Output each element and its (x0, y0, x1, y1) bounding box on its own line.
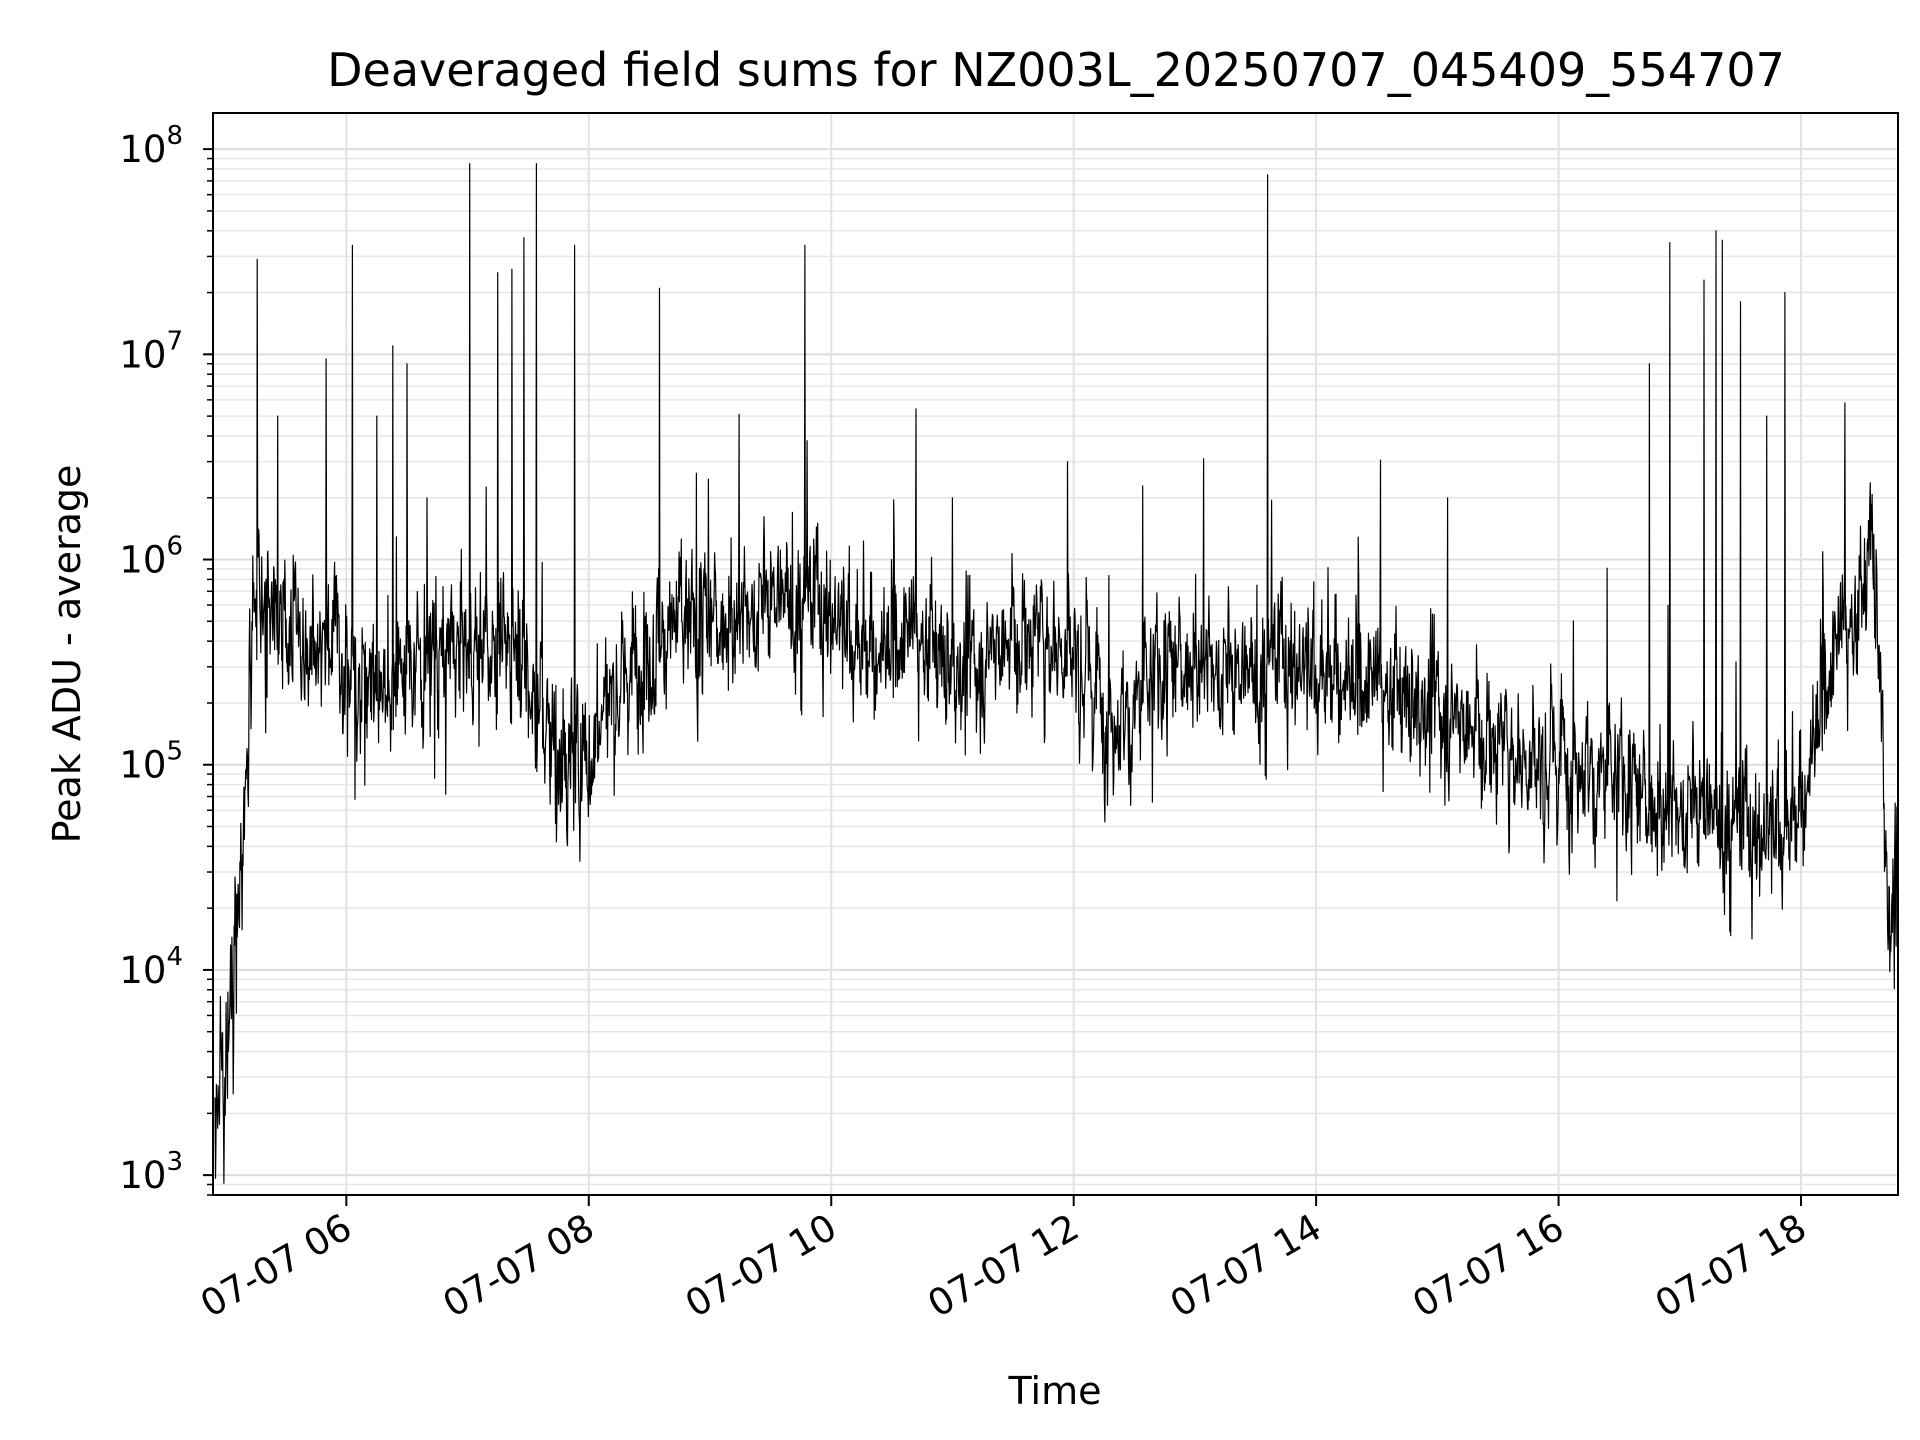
y-tick-base: 10 (119, 949, 166, 992)
y-tick-label: 103 (119, 1147, 183, 1197)
y-tick-exponent: 5 (166, 737, 183, 767)
y-tick-exponent: 7 (166, 326, 183, 356)
y-tick-base: 10 (119, 744, 166, 787)
y-tick-base: 10 (119, 333, 166, 376)
y-tick-label: 104 (119, 942, 183, 992)
y-tick-exponent: 6 (166, 532, 183, 562)
y-tick-label: 108 (119, 121, 183, 171)
y-tick-base: 10 (119, 128, 166, 171)
y-tick-label: 105 (119, 737, 183, 787)
x-axis-label: Time (1008, 1369, 1102, 1413)
y-tick-exponent: 3 (166, 1147, 183, 1177)
y-tick-base: 10 (119, 539, 166, 582)
y-tick-exponent: 8 (166, 121, 183, 151)
series-line (214, 163, 1899, 1184)
chart-title: Deaveraged field sums for NZ003L_2025070… (327, 43, 1785, 97)
y-tick-label: 107 (119, 326, 183, 376)
data-layer (214, 163, 1899, 1184)
y-tick-base: 10 (119, 1154, 166, 1197)
y-axis-label: Peak ADU - average (45, 465, 89, 844)
y-tick-exponent: 4 (166, 942, 183, 972)
plot-frame (212, 112, 1899, 1196)
y-tick-label: 106 (119, 532, 183, 582)
